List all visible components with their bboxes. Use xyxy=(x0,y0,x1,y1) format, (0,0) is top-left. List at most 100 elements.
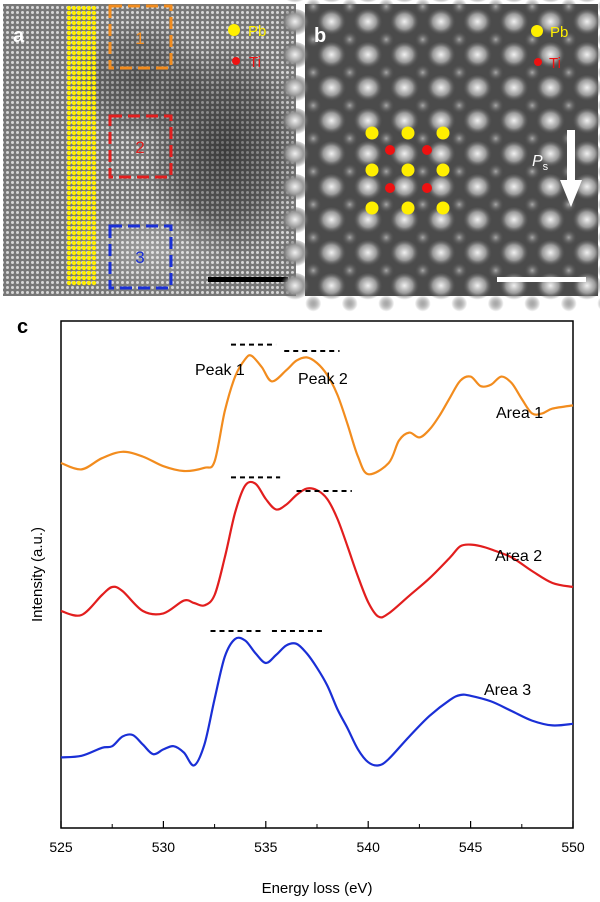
pb-atom-column xyxy=(467,0,488,4)
pb-marker xyxy=(81,85,87,91)
pb-marker xyxy=(66,125,72,131)
pb-marker xyxy=(81,10,87,16)
pb-marker xyxy=(71,60,77,66)
pb-marker xyxy=(71,10,77,16)
ti-atom-column xyxy=(487,196,504,213)
pb-marker xyxy=(71,55,77,61)
pb-marker xyxy=(81,180,87,186)
x-tick-label: 550 xyxy=(561,839,585,855)
pb-marker xyxy=(66,100,72,106)
panel-c-letter: c xyxy=(17,316,28,338)
pb-marker xyxy=(76,140,82,146)
pb-marker xyxy=(66,50,72,56)
pb-marker xyxy=(66,150,72,156)
ti-atom-column xyxy=(341,31,358,48)
panel-b-scale-bar xyxy=(497,277,586,282)
pb-marker xyxy=(91,5,97,11)
pb-atom-column xyxy=(353,207,383,235)
ti-atom-column xyxy=(378,295,395,312)
pb-marker xyxy=(86,205,92,211)
pb-marker xyxy=(81,275,87,281)
pb-atom-column xyxy=(572,9,600,37)
pb-marker xyxy=(71,120,77,126)
pb-marker xyxy=(66,160,72,166)
pb-marker xyxy=(86,280,92,286)
pb-marker xyxy=(71,5,77,11)
pb-marker xyxy=(81,165,87,171)
pb-marker xyxy=(86,105,92,111)
pb-marker xyxy=(76,90,82,96)
pb-marker xyxy=(66,35,72,41)
pb-atom-column xyxy=(426,273,456,301)
ti-atom-column xyxy=(305,64,322,81)
ti-atom-column xyxy=(305,130,322,147)
pb-marker xyxy=(86,245,92,251)
pb-marker xyxy=(91,230,97,236)
ti-atom-column xyxy=(487,130,504,147)
pb-marker xyxy=(91,40,97,46)
pb-atom-column xyxy=(535,75,566,103)
ti-atom-column xyxy=(305,163,322,180)
pb-marker xyxy=(76,10,82,16)
pb-marker xyxy=(86,160,92,166)
pb-atom-column xyxy=(462,240,493,268)
pb-marker xyxy=(76,20,82,26)
pb-atom-column xyxy=(353,75,383,103)
pb-marker xyxy=(71,180,77,186)
series-line-area-1 xyxy=(60,354,574,476)
pb-marker xyxy=(91,255,97,261)
pb-marker xyxy=(81,280,87,286)
pb-overlay-marker xyxy=(365,201,379,215)
pb-marker xyxy=(66,85,72,91)
pb-atom-column xyxy=(280,174,310,202)
pb-marker xyxy=(81,30,87,36)
ti-atom-column xyxy=(451,229,468,246)
panel-a xyxy=(3,4,296,296)
pb-marker xyxy=(66,20,72,26)
pb-marker xyxy=(66,30,72,36)
pb-marker xyxy=(81,100,87,106)
pb-marker xyxy=(91,200,97,206)
plot-frame xyxy=(60,320,574,829)
pb-marker xyxy=(66,235,72,241)
pb-marker xyxy=(76,115,82,121)
pb-marker xyxy=(71,105,77,111)
pb-marker xyxy=(81,245,87,251)
polarization-label: Ps xyxy=(532,153,549,173)
pb-atom-column xyxy=(284,0,306,4)
pb-marker xyxy=(81,45,87,51)
ti-atom-column xyxy=(524,229,541,246)
pb-marker xyxy=(86,70,92,76)
pb-marker xyxy=(86,165,92,171)
pb-marker xyxy=(81,230,87,236)
pb-atom-column xyxy=(535,240,566,268)
pb-marker xyxy=(71,100,77,106)
pb-marker xyxy=(86,115,92,121)
pb-marker xyxy=(81,70,87,76)
pb-marker xyxy=(71,80,77,86)
pb-marker xyxy=(71,250,77,256)
ti-atom-column xyxy=(414,0,431,15)
pb-atom-column xyxy=(572,42,600,70)
pb-marker xyxy=(81,105,87,111)
pb-marker xyxy=(91,160,97,166)
pb-marker xyxy=(66,155,72,161)
pb-marker xyxy=(86,195,92,201)
ti-atom-column xyxy=(597,297,600,310)
ti-atom-column xyxy=(524,262,541,279)
pb-marker xyxy=(76,225,82,231)
pb-atom-column xyxy=(572,207,600,235)
pb-marker xyxy=(91,65,97,71)
pb-marker xyxy=(66,110,72,116)
panel-a-bright-region xyxy=(60,200,240,296)
pb-marker xyxy=(81,125,87,131)
ti-atom-column xyxy=(451,0,468,15)
pb-marker xyxy=(71,245,77,251)
ti-atom-column xyxy=(305,196,322,213)
ti-atom-column xyxy=(487,0,504,15)
pb-marker xyxy=(71,65,77,71)
ti-atom-column xyxy=(560,97,577,114)
pb-marker xyxy=(66,180,72,186)
ti-atom-column xyxy=(414,130,431,147)
pb-marker xyxy=(86,215,92,221)
